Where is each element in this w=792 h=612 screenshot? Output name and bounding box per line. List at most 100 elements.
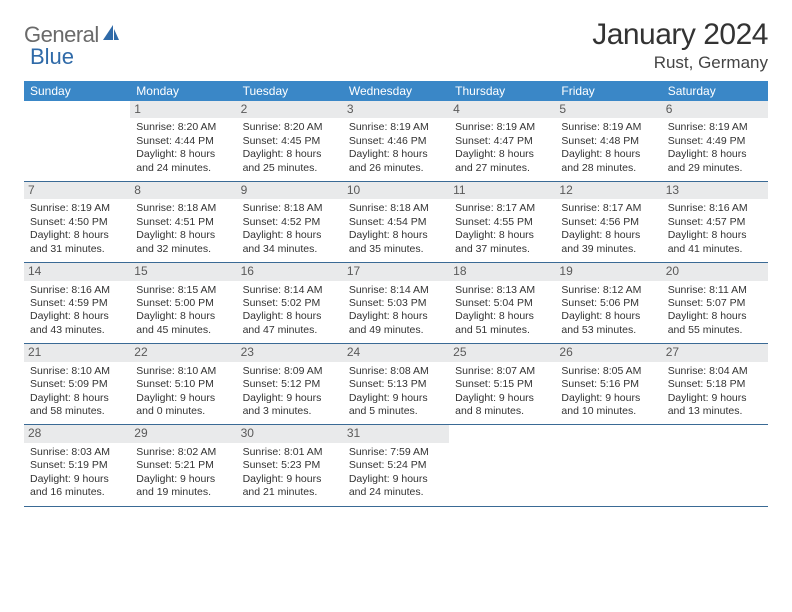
day-number: 12	[555, 182, 661, 199]
daylight-text: Daylight: 8 hours and 34 minutes.	[243, 229, 337, 256]
day-number: 23	[237, 344, 343, 361]
sunrise-text: Sunrise: 8:18 AM	[243, 202, 337, 215]
page-header: General January 2024 Rust, Germany	[24, 18, 768, 73]
weekday-header: Tuesday	[237, 81, 343, 101]
day-number: 18	[449, 263, 555, 280]
day-number: 29	[130, 425, 236, 442]
calendar-day-cell: 31Sunrise: 7:59 AMSunset: 5:24 PMDayligh…	[343, 425, 449, 505]
sunrise-text: Sunrise: 8:10 AM	[30, 365, 124, 378]
day-number: 8	[130, 182, 236, 199]
calendar-day-cell: 25Sunrise: 8:07 AMSunset: 5:15 PMDayligh…	[449, 344, 555, 424]
sunrise-text: Sunrise: 8:16 AM	[30, 284, 124, 297]
daylight-text: Daylight: 8 hours and 41 minutes.	[668, 229, 762, 256]
daylight-text: Daylight: 8 hours and 27 minutes.	[455, 148, 549, 175]
sunrise-text: Sunrise: 8:20 AM	[243, 121, 337, 134]
sunrise-text: Sunrise: 8:08 AM	[349, 365, 443, 378]
sunrise-text: Sunrise: 8:03 AM	[30, 446, 124, 459]
calendar-day-cell: 30Sunrise: 8:01 AMSunset: 5:23 PMDayligh…	[237, 425, 343, 505]
calendar-day-cell: 8Sunrise: 8:18 AMSunset: 4:51 PMDaylight…	[130, 182, 236, 262]
calendar-day-cell: 3Sunrise: 8:19 AMSunset: 4:46 PMDaylight…	[343, 101, 449, 181]
daylight-text: Daylight: 8 hours and 26 minutes.	[349, 148, 443, 175]
calendar-day-cell: 22Sunrise: 8:10 AMSunset: 5:10 PMDayligh…	[130, 344, 236, 424]
daylight-text: Daylight: 8 hours and 55 minutes.	[668, 310, 762, 337]
brand-text-blue: Blue	[30, 44, 74, 70]
calendar-week-row: 7Sunrise: 8:19 AMSunset: 4:50 PMDaylight…	[24, 182, 768, 263]
daylight-text: Daylight: 8 hours and 24 minutes.	[136, 148, 230, 175]
sunrise-text: Sunrise: 8:04 AM	[668, 365, 762, 378]
daylight-text: Daylight: 9 hours and 5 minutes.	[349, 392, 443, 419]
daylight-text: Daylight: 9 hours and 13 minutes.	[668, 392, 762, 419]
sunset-text: Sunset: 5:16 PM	[561, 378, 655, 391]
sunset-text: Sunset: 5:02 PM	[243, 297, 337, 310]
daylight-text: Daylight: 9 hours and 3 minutes.	[243, 392, 337, 419]
sunrise-text: Sunrise: 8:02 AM	[136, 446, 230, 459]
sunrise-text: Sunrise: 8:20 AM	[136, 121, 230, 134]
calendar-day-cell: 17Sunrise: 8:14 AMSunset: 5:03 PMDayligh…	[343, 263, 449, 343]
sunset-text: Sunset: 5:13 PM	[349, 378, 443, 391]
sunset-text: Sunset: 4:54 PM	[349, 216, 443, 229]
sunset-text: Sunset: 5:09 PM	[30, 378, 124, 391]
calendar-page: General January 2024 Rust, Germany Blue …	[0, 0, 792, 507]
sunset-text: Sunset: 4:57 PM	[668, 216, 762, 229]
calendar-day-cell: 15Sunrise: 8:15 AMSunset: 5:00 PMDayligh…	[130, 263, 236, 343]
month-title: January 2024	[592, 18, 768, 52]
calendar-week-row: .1Sunrise: 8:20 AMSunset: 4:44 PMDayligh…	[24, 101, 768, 182]
sunrise-text: Sunrise: 8:16 AM	[668, 202, 762, 215]
calendar-day-cell: .	[555, 425, 661, 505]
calendar-day-cell: 5Sunrise: 8:19 AMSunset: 4:48 PMDaylight…	[555, 101, 661, 181]
calendar-week-row: 14Sunrise: 8:16 AMSunset: 4:59 PMDayligh…	[24, 263, 768, 344]
weekday-header: Saturday	[662, 81, 768, 101]
day-number: 22	[130, 344, 236, 361]
daylight-text: Daylight: 8 hours and 31 minutes.	[30, 229, 124, 256]
sunrise-text: Sunrise: 8:01 AM	[243, 446, 337, 459]
calendar-day-cell: 11Sunrise: 8:17 AMSunset: 4:55 PMDayligh…	[449, 182, 555, 262]
day-number: 11	[449, 182, 555, 199]
sunset-text: Sunset: 5:10 PM	[136, 378, 230, 391]
sunset-text: Sunset: 4:56 PM	[561, 216, 655, 229]
sunrise-text: Sunrise: 8:19 AM	[30, 202, 124, 215]
calendar-day-cell: 13Sunrise: 8:16 AMSunset: 4:57 PMDayligh…	[662, 182, 768, 262]
sunrise-text: Sunrise: 8:12 AM	[561, 284, 655, 297]
sunrise-text: Sunrise: 8:07 AM	[455, 365, 549, 378]
calendar-day-cell: 19Sunrise: 8:12 AMSunset: 5:06 PMDayligh…	[555, 263, 661, 343]
sunrise-text: Sunrise: 8:10 AM	[136, 365, 230, 378]
sunrise-text: Sunrise: 7:59 AM	[349, 446, 443, 459]
day-number: 5	[555, 101, 661, 118]
day-number: 1	[130, 101, 236, 118]
sunrise-text: Sunrise: 8:17 AM	[455, 202, 549, 215]
daylight-text: Daylight: 8 hours and 45 minutes.	[136, 310, 230, 337]
sunset-text: Sunset: 4:45 PM	[243, 135, 337, 148]
day-number: 30	[237, 425, 343, 442]
sunrise-text: Sunrise: 8:15 AM	[136, 284, 230, 297]
sunrise-text: Sunrise: 8:19 AM	[349, 121, 443, 134]
day-number: 4	[449, 101, 555, 118]
weekday-header: Friday	[555, 81, 661, 101]
sunset-text: Sunset: 4:50 PM	[30, 216, 124, 229]
sunset-text: Sunset: 5:04 PM	[455, 297, 549, 310]
sunset-text: Sunset: 4:49 PM	[668, 135, 762, 148]
sunset-text: Sunset: 4:52 PM	[243, 216, 337, 229]
day-number: 15	[130, 263, 236, 280]
sunrise-text: Sunrise: 8:13 AM	[455, 284, 549, 297]
calendar-grid: Sunday Monday Tuesday Wednesday Thursday…	[24, 81, 768, 507]
daylight-text: Daylight: 9 hours and 19 minutes.	[136, 473, 230, 500]
sunset-text: Sunset: 4:47 PM	[455, 135, 549, 148]
day-number: 28	[24, 425, 130, 442]
daylight-text: Daylight: 9 hours and 24 minutes.	[349, 473, 443, 500]
daylight-text: Daylight: 9 hours and 8 minutes.	[455, 392, 549, 419]
day-number: 10	[343, 182, 449, 199]
daylight-text: Daylight: 8 hours and 53 minutes.	[561, 310, 655, 337]
day-number: 27	[662, 344, 768, 361]
day-number: 20	[662, 263, 768, 280]
calendar-week-row: 28Sunrise: 8:03 AMSunset: 5:19 PMDayligh…	[24, 425, 768, 506]
calendar-day-cell: 2Sunrise: 8:20 AMSunset: 4:45 PMDaylight…	[237, 101, 343, 181]
day-number: 21	[24, 344, 130, 361]
calendar-day-cell: 16Sunrise: 8:14 AMSunset: 5:02 PMDayligh…	[237, 263, 343, 343]
calendar-day-cell: .	[662, 425, 768, 505]
daylight-text: Daylight: 9 hours and 16 minutes.	[30, 473, 124, 500]
daylight-text: Daylight: 8 hours and 43 minutes.	[30, 310, 124, 337]
daylight-text: Daylight: 8 hours and 32 minutes.	[136, 229, 230, 256]
calendar-day-cell: 4Sunrise: 8:19 AMSunset: 4:47 PMDaylight…	[449, 101, 555, 181]
sunset-text: Sunset: 5:19 PM	[30, 459, 124, 472]
day-number: 16	[237, 263, 343, 280]
